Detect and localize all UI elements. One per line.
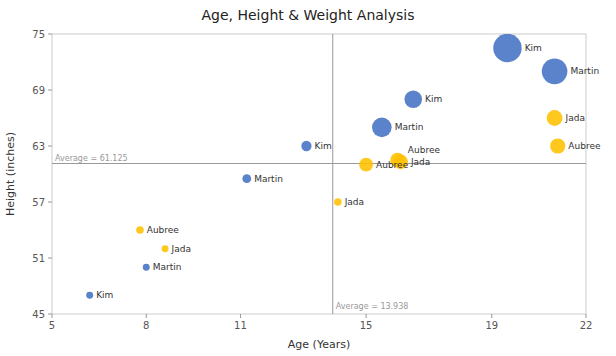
x-tick-label: 22 bbox=[580, 320, 593, 331]
series bbox=[162, 110, 563, 252]
point-label: Kim bbox=[96, 290, 113, 300]
bubble bbox=[550, 138, 565, 153]
point-label: Kim bbox=[525, 43, 542, 53]
plot-frame bbox=[52, 34, 586, 314]
x-tick bbox=[240, 314, 241, 318]
point-label: Aubree bbox=[147, 225, 180, 235]
x-tick bbox=[366, 314, 367, 318]
point-label: Martin bbox=[570, 66, 599, 76]
point-label: Kim bbox=[425, 94, 442, 104]
y-tick bbox=[48, 34, 52, 35]
point-label: Kim bbox=[315, 141, 332, 151]
average-label: Average = 61.125 bbox=[55, 154, 128, 163]
x-tick bbox=[146, 314, 147, 318]
x-tick-label: 8 bbox=[143, 320, 149, 331]
x-axis-label: Age (Years) bbox=[288, 338, 350, 351]
y-tick bbox=[48, 146, 52, 147]
bubble bbox=[404, 91, 422, 109]
point-label: Martin bbox=[395, 122, 424, 132]
plot-area bbox=[52, 34, 586, 314]
point-label: Jada bbox=[171, 244, 191, 254]
point-label: Jada bbox=[344, 197, 364, 207]
x-tick bbox=[586, 314, 587, 318]
point-label: Aubree bbox=[408, 145, 441, 155]
bubble bbox=[542, 59, 568, 85]
y-tick bbox=[48, 314, 52, 315]
y-tick-label: 57 bbox=[32, 197, 45, 208]
x-tick-label: 5 bbox=[49, 320, 55, 331]
point-label: Aubree bbox=[568, 141, 601, 151]
bubble bbox=[334, 198, 342, 206]
series bbox=[86, 34, 521, 299]
y-tick-label: 69 bbox=[32, 85, 45, 96]
y-tick-label: 45 bbox=[32, 309, 45, 320]
point-label: Jada bbox=[410, 157, 430, 167]
bubble bbox=[162, 245, 169, 252]
bubble bbox=[242, 174, 251, 183]
title: Age, Height & Weight Analysis bbox=[202, 7, 415, 23]
y-tick-label: 51 bbox=[32, 253, 45, 264]
x-tick bbox=[491, 314, 492, 318]
series bbox=[136, 138, 565, 233]
bubble bbox=[86, 292, 93, 299]
y-tick-label: 75 bbox=[32, 29, 45, 40]
x-tick bbox=[52, 314, 53, 318]
x-tick-label: 19 bbox=[485, 320, 498, 331]
bubble bbox=[359, 158, 373, 172]
bubble bbox=[136, 226, 144, 234]
average-line bbox=[52, 163, 586, 164]
bubble bbox=[493, 34, 521, 62]
point-label: Martin bbox=[153, 262, 182, 272]
x-tick-label: 11 bbox=[234, 320, 247, 331]
y-tick-label: 63 bbox=[32, 141, 45, 152]
average-label: Average = 13.938 bbox=[336, 302, 409, 311]
average-line bbox=[332, 34, 333, 314]
chart: Age, Height & Weight Analysis 5 8 11 15 19 22 4… bbox=[0, 0, 616, 356]
point-label: Aubree bbox=[376, 160, 409, 170]
point-label: Martin bbox=[254, 174, 283, 184]
series bbox=[143, 59, 568, 271]
y-axis-label: Height (inches) bbox=[4, 132, 17, 216]
y-tick bbox=[48, 90, 52, 91]
bubble bbox=[301, 141, 311, 151]
y-tick bbox=[48, 202, 52, 203]
bubble bbox=[372, 118, 392, 138]
bubble bbox=[547, 110, 563, 126]
bubble bbox=[143, 264, 150, 271]
x-tick-label: 15 bbox=[360, 320, 373, 331]
point-label: Jada bbox=[565, 113, 585, 123]
y-tick bbox=[48, 258, 52, 259]
